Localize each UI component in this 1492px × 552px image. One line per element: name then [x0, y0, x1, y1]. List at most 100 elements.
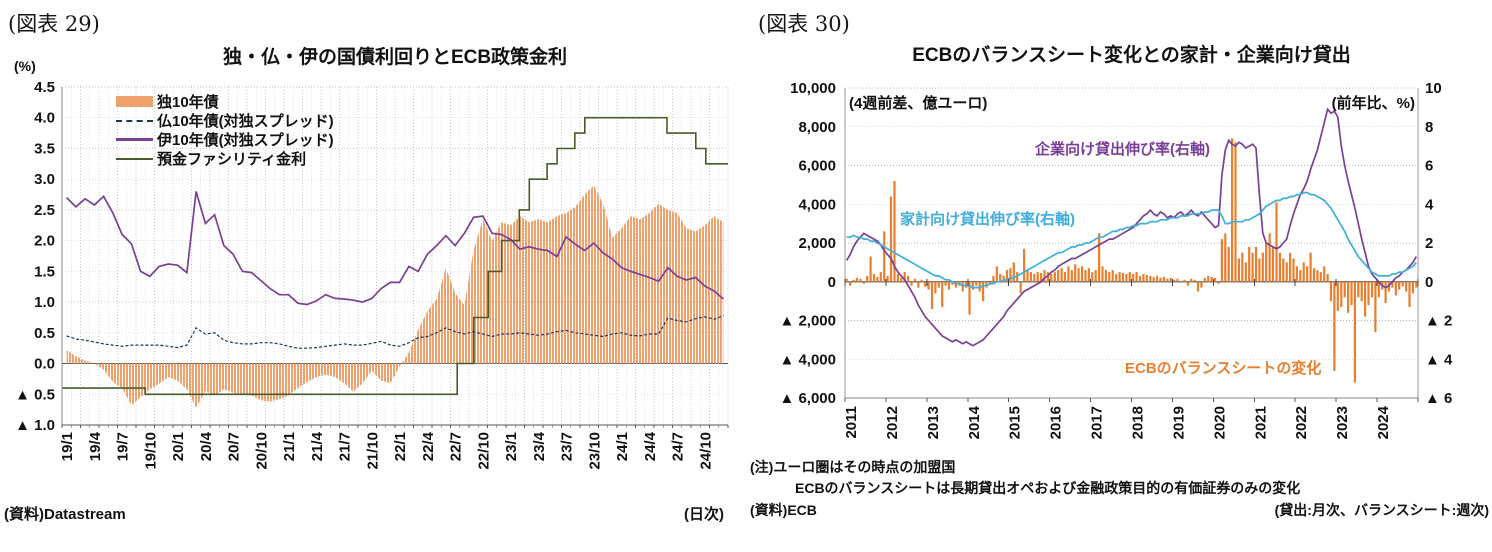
chart29-panel: (図表 29) (%) 独・仏・伊の国債利回りとECB政策金利 4.5 4.0 3.…: [0, 12, 746, 523]
svg-text:21/1: 21/1: [281, 432, 298, 461]
svg-text:23/7: 23/7: [559, 432, 576, 461]
svg-text:19/1: 19/1: [59, 432, 76, 461]
svg-text:19/4: 19/4: [87, 431, 104, 461]
svg-text:2021: 2021: [1252, 406, 1269, 439]
svg-text:23/10: 23/10: [586, 432, 603, 470]
svg-text:▲ 2: ▲ 2: [1425, 313, 1452, 330]
svg-text:2020: 2020: [1211, 406, 1228, 439]
svg-text:0: 0: [828, 274, 836, 291]
legend-item-german-10y: 独10年債: [116, 92, 334, 111]
svg-text:2019: 2019: [1170, 406, 1187, 439]
svg-text:22/7: 22/7: [448, 432, 465, 461]
chart30-note-2: ECBのバランスシートは長期貸出オペおよび金融政策目的の有価証券のみの変化: [795, 480, 1301, 496]
svg-text:20/7: 20/7: [226, 432, 243, 461]
svg-text:20/4: 20/4: [198, 431, 215, 461]
chart30-left-axis-unit: (4週前差、億ユーロ): [849, 95, 988, 112]
svg-text:2016: 2016: [1048, 406, 1065, 439]
svg-text:2023: 2023: [1334, 406, 1351, 439]
svg-text:▲ 6,000: ▲ 6,000: [779, 390, 836, 407]
legend-label: 伊10年債(対独スプレッド): [157, 132, 334, 149]
chart29-source: (資料)Datastream: [4, 506, 126, 523]
svg-text:3.5: 3.5: [34, 140, 55, 157]
svg-text:2,000: 2,000: [798, 235, 836, 252]
svg-text:▲ 0.5: ▲ 0.5: [15, 386, 55, 403]
legend-item-italian-spread: 伊10年債(対独スプレッド): [116, 130, 334, 149]
svg-text:24/10: 24/10: [697, 432, 714, 470]
legend-item-deposit-facility: 預金ファシリティ金利: [116, 149, 334, 168]
svg-text:8,000: 8,000: [798, 119, 836, 136]
svg-text:0: 0: [1425, 274, 1433, 291]
svg-text:2011: 2011: [843, 406, 860, 439]
svg-text:10: 10: [1425, 80, 1442, 97]
chart30-note-1: (注)ユーロ圏はその時点の加盟国: [750, 459, 956, 475]
svg-text:22/10: 22/10: [475, 432, 492, 470]
italian-line-swatch: [116, 138, 153, 141]
chart30-right-axis-unit: (前年比、%): [1331, 95, 1415, 112]
svg-text:22/1: 22/1: [392, 432, 409, 461]
svg-text:6: 6: [1425, 158, 1433, 175]
chart30-figure-label: (図表 30): [758, 12, 850, 36]
chart29-legend: 独10年債 仏10年債(対独スプレッド) 伊10年債(対独スプレッド) 預金ファ…: [116, 92, 334, 168]
svg-text:2018: 2018: [1130, 406, 1147, 439]
svg-text:3.0: 3.0: [34, 171, 55, 188]
svg-text:4.0: 4.0: [34, 110, 55, 127]
svg-text:0.5: 0.5: [34, 325, 55, 342]
svg-text:24/1: 24/1: [614, 432, 631, 461]
svg-text:0.0: 0.0: [34, 356, 55, 373]
svg-text:2012: 2012: [884, 406, 901, 439]
svg-text:▲ 4,000: ▲ 4,000: [779, 351, 836, 368]
household-loans-annotation: 家計向け貸出伸び率(右軸): [900, 211, 1075, 228]
svg-text:19/10: 19/10: [142, 432, 159, 470]
svg-text:2: 2: [1425, 235, 1433, 252]
svg-text:1.5: 1.5: [34, 263, 55, 280]
svg-text:22/4: 22/4: [420, 431, 437, 461]
chart30-title: ECBのバランスシート変化との家計・企業向け貸出: [912, 45, 1351, 66]
svg-text:▲ 1.0: ▲ 1.0: [15, 417, 55, 434]
svg-text:20/1: 20/1: [170, 432, 187, 461]
svg-text:2017: 2017: [1089, 406, 1106, 439]
svg-text:21/10: 21/10: [364, 432, 381, 470]
svg-text:2014: 2014: [966, 405, 983, 439]
french-dashed-line-swatch: [116, 119, 153, 122]
svg-text:2.0: 2.0: [34, 233, 55, 250]
svg-text:24/7: 24/7: [670, 432, 687, 461]
svg-text:24/4: 24/4: [642, 431, 659, 461]
corporate-loans-annotation: 企業向け貸出伸び率(右軸): [1035, 141, 1210, 158]
svg-text:23/1: 23/1: [503, 432, 520, 461]
svg-text:4: 4: [1425, 196, 1434, 213]
legend-label: 預金ファシリティ金利: [157, 151, 307, 168]
chart29-unit-label: (%): [14, 58, 36, 74]
svg-text:▲ 2,000: ▲ 2,000: [779, 313, 836, 330]
svg-text:2013: 2013: [925, 406, 942, 439]
svg-text:21/4: 21/4: [309, 431, 326, 461]
svg-text:4.5: 4.5: [34, 79, 55, 96]
chart30-plot: 10,000 8,000 6,000 4,000 2,000 0 ▲ 2,000 ▲ 4,00…: [748, 76, 1492, 476]
balance-sheet-annotation: ECBのバランスシートの変化: [1125, 360, 1322, 377]
german-area-swatch: [116, 96, 153, 107]
chart30-frequency-note: (貸出:月次、バランスシート:週次): [1274, 502, 1489, 518]
svg-text:1.0: 1.0: [34, 294, 55, 311]
chart30-panel: (図表 30) ECBのバランスシート変化との家計・企業向け貸出 10,000 8…: [748, 0, 1492, 552]
svg-text:4,000: 4,000: [798, 196, 836, 213]
chart30-source: (資料)ECB: [750, 502, 817, 518]
svg-text:10,000: 10,000: [790, 80, 836, 97]
svg-text:8: 8: [1425, 119, 1433, 136]
svg-text:▲ 4: ▲ 4: [1425, 351, 1453, 368]
svg-text:20/10: 20/10: [253, 432, 270, 470]
legend-label: 仏10年債(対独スプレッド): [157, 113, 334, 130]
legend-item-french-spread: 仏10年債(対独スプレッド): [116, 111, 334, 130]
chart29-plot: 4.5 4.0 3.5 3.0 2.5 2.0 1.5 1.0 0.5 0.0 ▲ 0.5 ▲ 1.0…: [0, 75, 746, 485]
svg-text:19/7: 19/7: [115, 432, 132, 461]
svg-text:23/4: 23/4: [531, 431, 548, 461]
svg-text:2022: 2022: [1293, 406, 1310, 439]
deposit-rate-line-swatch: [116, 157, 153, 160]
chart29-title: 独・仏・伊の国債利回りとECB政策金利: [222, 47, 568, 68]
svg-text:6,000: 6,000: [798, 158, 836, 175]
legend-label: 独10年債: [157, 94, 219, 111]
svg-text:21/7: 21/7: [337, 432, 354, 461]
svg-text:▲ 6: ▲ 6: [1425, 390, 1452, 407]
svg-text:2015: 2015: [1007, 406, 1024, 439]
svg-text:2.5: 2.5: [34, 202, 55, 219]
chart29-frequency-note: (日次): [684, 506, 724, 523]
